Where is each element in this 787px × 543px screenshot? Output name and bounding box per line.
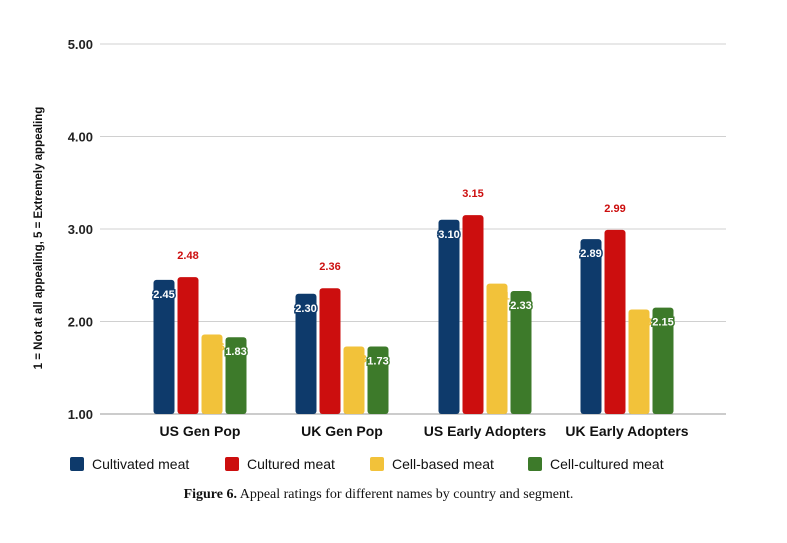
data-label: 2.41: [488, 291, 509, 303]
data-label: 2.15: [652, 317, 673, 329]
legend-label: Cultivated meat: [92, 456, 189, 472]
legend-label: Cultured meat: [247, 456, 335, 472]
data-label: 2.45: [153, 289, 174, 301]
data-label: 2.89: [580, 248, 601, 260]
x-category-label: UK Early Adopters: [565, 423, 688, 439]
y-tick-label: 5.00: [68, 37, 93, 52]
data-label: 1.73: [345, 353, 366, 365]
bar: [367, 346, 389, 414]
bar: [438, 219, 460, 414]
bar-chart: 1.00 2.00 3.00 4.00 5.00 1 = Not at all appe…: [33, 37, 726, 472]
y-tick-label: 4.00: [68, 130, 93, 145]
bar: [343, 346, 365, 414]
data-label: 3.10: [438, 229, 459, 241]
data-label: 3.15: [462, 188, 483, 200]
bar: [580, 239, 602, 414]
data-label: 1.86: [203, 341, 224, 353]
x-category-label: US Gen Pop: [160, 423, 241, 439]
bar: [462, 215, 484, 414]
data-label: 2.36: [319, 261, 340, 273]
y-axis-ticks: 1.00 2.00 3.00 4.00 5.00: [68, 37, 93, 422]
caption-label: Figure 6.: [183, 487, 237, 502]
y-tick-label: 3.00: [68, 222, 93, 237]
y-tick-label: 1.00: [68, 407, 93, 422]
y-tick-label: 2.00: [68, 315, 93, 330]
bar: [510, 290, 532, 414]
legend-label: Cell-cultured meat: [550, 456, 664, 472]
bar: [201, 334, 223, 414]
data-label: 2.99: [604, 203, 625, 215]
legend-item: Cultured meat: [225, 456, 335, 472]
legend-item: Cultivated meat: [70, 456, 189, 472]
legend-swatch: [528, 457, 542, 471]
x-category-label: US Early Adopters: [424, 423, 547, 439]
bar: [486, 283, 508, 414]
bars: 2.45 2.48 1.86 1.83 2.30 2.36 1.73 1.73 3.10 3.15…: [152, 188, 675, 414]
data-label: 2.30: [295, 303, 316, 315]
legend-label: Cell-based meat: [392, 456, 494, 472]
bar: [319, 288, 341, 414]
bar: [177, 277, 199, 414]
data-label: 1.83: [225, 346, 246, 358]
y-axis-label: 1 = Not at all appealing, 5 = Extremely …: [33, 107, 45, 370]
bar: [628, 309, 650, 414]
x-category-label: UK Gen Pop: [301, 423, 383, 439]
legend-item: Cell-cultured meat: [528, 456, 664, 472]
figure-caption: Figure 6. Appeal ratings for different n…: [0, 487, 757, 503]
bar: [153, 279, 175, 414]
data-label: 1.73: [367, 355, 388, 367]
caption-text: Appeal ratings for different names by co…: [236, 487, 574, 502]
legend-swatch: [370, 457, 384, 471]
bar: [225, 337, 247, 414]
data-label: 2.48: [177, 250, 198, 262]
x-axis-categories: US Gen Pop UK Gen Pop US Early Adopters UK …: [160, 423, 689, 439]
data-label: 2.33: [510, 300, 531, 312]
data-label: 2.13: [630, 316, 651, 328]
bar: [652, 307, 674, 414]
legend: Cultivated meat Cultured meat Cell-based m…: [70, 456, 664, 472]
bar: [604, 229, 626, 414]
legend-swatch: [70, 457, 84, 471]
legend-item: Cell-based meat: [370, 456, 494, 472]
legend-swatch: [225, 457, 239, 471]
bar: [295, 293, 317, 414]
